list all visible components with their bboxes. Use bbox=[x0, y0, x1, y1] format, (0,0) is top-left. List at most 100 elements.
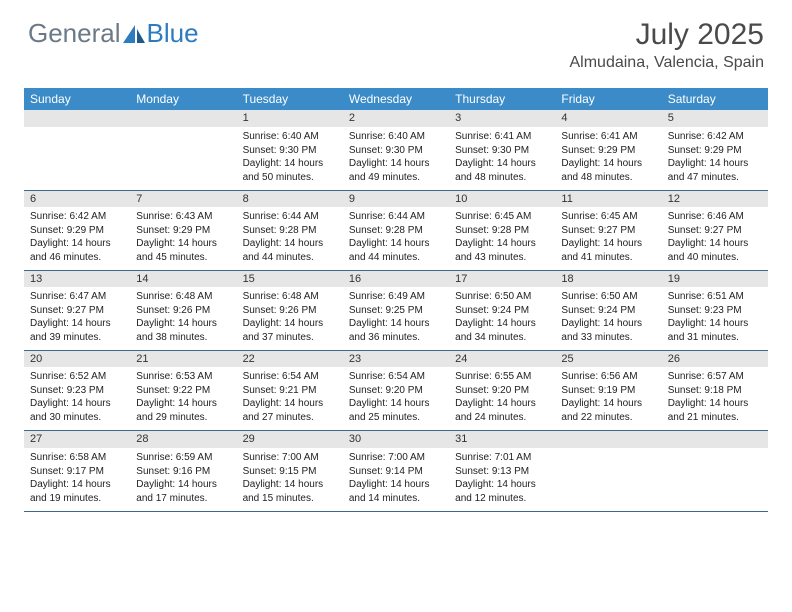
sunrise-line: Sunrise: 6:56 AM bbox=[561, 370, 655, 384]
day-header: Friday bbox=[555, 88, 661, 110]
daylight-line: Daylight: 14 hours and 17 minutes. bbox=[136, 478, 230, 505]
day-number: 29 bbox=[237, 431, 343, 448]
day-details: Sunrise: 6:50 AMSunset: 9:24 PMDaylight:… bbox=[449, 287, 555, 350]
day-number: 16 bbox=[343, 271, 449, 287]
daylight-line: Daylight: 14 hours and 48 minutes. bbox=[561, 157, 655, 184]
day-number: 20 bbox=[24, 351, 130, 367]
location-label: Almudaina, Valencia, Spain bbox=[570, 54, 765, 72]
sunset-line: Sunset: 9:28 PM bbox=[455, 224, 549, 238]
day-details: Sunrise: 6:48 AMSunset: 9:26 PMDaylight:… bbox=[237, 287, 343, 350]
day-number: 24 bbox=[449, 351, 555, 367]
sunrise-line: Sunrise: 6:47 AM bbox=[30, 290, 124, 304]
sunset-line: Sunset: 9:30 PM bbox=[243, 144, 337, 158]
sunset-line: Sunset: 9:26 PM bbox=[243, 304, 337, 318]
sunrise-line: Sunrise: 6:41 AM bbox=[561, 130, 655, 144]
day-header: Wednesday bbox=[343, 88, 449, 110]
day-header: Thursday bbox=[449, 88, 555, 110]
day-number: 11 bbox=[555, 191, 661, 207]
logo-text-2: Blue bbox=[147, 18, 199, 49]
title-block: July 2025 Almudaina, Valencia, Spain bbox=[570, 18, 765, 72]
day-number: 5 bbox=[662, 110, 768, 127]
sunset-line: Sunset: 9:29 PM bbox=[561, 144, 655, 158]
day-number: 28 bbox=[130, 431, 236, 448]
sunrise-line: Sunrise: 6:42 AM bbox=[30, 210, 124, 224]
sunset-line: Sunset: 9:23 PM bbox=[30, 384, 124, 398]
calendar: SundayMondayTuesdayWednesdayThursdayFrid… bbox=[24, 88, 768, 512]
sunrise-line: Sunrise: 6:44 AM bbox=[349, 210, 443, 224]
sunset-line: Sunset: 9:15 PM bbox=[243, 465, 337, 479]
day-number: 26 bbox=[662, 351, 768, 367]
daylight-line: Daylight: 14 hours and 34 minutes. bbox=[455, 317, 549, 344]
sunrise-line: Sunrise: 6:41 AM bbox=[455, 130, 549, 144]
day-number: 10 bbox=[449, 191, 555, 207]
day-details: Sunrise: 6:42 AMSunset: 9:29 PMDaylight:… bbox=[662, 127, 768, 190]
day-number: 13 bbox=[24, 271, 130, 287]
daylight-line: Daylight: 14 hours and 45 minutes. bbox=[136, 237, 230, 264]
daylight-line: Daylight: 14 hours and 37 minutes. bbox=[243, 317, 337, 344]
sunrise-line: Sunrise: 6:42 AM bbox=[668, 130, 762, 144]
daylight-line: Daylight: 14 hours and 40 minutes. bbox=[668, 237, 762, 264]
sunrise-line: Sunrise: 6:46 AM bbox=[668, 210, 762, 224]
sunrise-line: Sunrise: 6:40 AM bbox=[349, 130, 443, 144]
daylight-line: Daylight: 14 hours and 33 minutes. bbox=[561, 317, 655, 344]
day-number: 14 bbox=[130, 271, 236, 287]
sunset-line: Sunset: 9:30 PM bbox=[349, 144, 443, 158]
daylight-line: Daylight: 14 hours and 19 minutes. bbox=[30, 478, 124, 505]
logo-sail-icon bbox=[121, 23, 147, 45]
daylight-line: Daylight: 14 hours and 29 minutes. bbox=[136, 397, 230, 424]
sunset-line: Sunset: 9:27 PM bbox=[668, 224, 762, 238]
daylight-line: Daylight: 14 hours and 49 minutes. bbox=[349, 157, 443, 184]
sunrise-line: Sunrise: 6:53 AM bbox=[136, 370, 230, 384]
day-headers-row: SundayMondayTuesdayWednesdayThursdayFrid… bbox=[24, 88, 768, 110]
empty-day bbox=[555, 448, 661, 511]
sunrise-line: Sunrise: 6:50 AM bbox=[561, 290, 655, 304]
day-details: Sunrise: 7:00 AMSunset: 9:14 PMDaylight:… bbox=[343, 448, 449, 511]
day-number: 23 bbox=[343, 351, 449, 367]
daylight-line: Daylight: 14 hours and 43 minutes. bbox=[455, 237, 549, 264]
day-number: 15 bbox=[237, 271, 343, 287]
sunset-line: Sunset: 9:20 PM bbox=[349, 384, 443, 398]
day-details: Sunrise: 6:45 AMSunset: 9:28 PMDaylight:… bbox=[449, 207, 555, 270]
daylight-line: Daylight: 14 hours and 39 minutes. bbox=[30, 317, 124, 344]
sunset-line: Sunset: 9:14 PM bbox=[349, 465, 443, 479]
day-details: Sunrise: 6:43 AMSunset: 9:29 PMDaylight:… bbox=[130, 207, 236, 270]
day-details: Sunrise: 6:52 AMSunset: 9:23 PMDaylight:… bbox=[24, 367, 130, 430]
page-title: July 2025 bbox=[570, 18, 765, 52]
sunrise-line: Sunrise: 6:48 AM bbox=[136, 290, 230, 304]
day-details: Sunrise: 6:49 AMSunset: 9:25 PMDaylight:… bbox=[343, 287, 449, 350]
day-details: Sunrise: 6:48 AMSunset: 9:26 PMDaylight:… bbox=[130, 287, 236, 350]
sunrise-line: Sunrise: 6:48 AM bbox=[243, 290, 337, 304]
daylight-line: Daylight: 14 hours and 46 minutes. bbox=[30, 237, 124, 264]
day-details: Sunrise: 7:01 AMSunset: 9:13 PMDaylight:… bbox=[449, 448, 555, 511]
sunset-line: Sunset: 9:13 PM bbox=[455, 465, 549, 479]
day-details: Sunrise: 7:00 AMSunset: 9:15 PMDaylight:… bbox=[237, 448, 343, 511]
day-details: Sunrise: 6:46 AMSunset: 9:27 PMDaylight:… bbox=[662, 207, 768, 270]
day-number: 8 bbox=[237, 191, 343, 207]
sunrise-line: Sunrise: 6:40 AM bbox=[243, 130, 337, 144]
day-number: 12 bbox=[662, 191, 768, 207]
sunset-line: Sunset: 9:26 PM bbox=[136, 304, 230, 318]
sunset-line: Sunset: 9:19 PM bbox=[561, 384, 655, 398]
day-details: Sunrise: 6:50 AMSunset: 9:24 PMDaylight:… bbox=[555, 287, 661, 350]
day-number: 9 bbox=[343, 191, 449, 207]
sunset-line: Sunset: 9:29 PM bbox=[668, 144, 762, 158]
sunrise-line: Sunrise: 7:00 AM bbox=[243, 451, 337, 465]
sunset-line: Sunset: 9:24 PM bbox=[455, 304, 549, 318]
day-number: 6 bbox=[24, 191, 130, 207]
day-number: 21 bbox=[130, 351, 236, 367]
empty-day bbox=[24, 127, 130, 190]
day-details: Sunrise: 6:44 AMSunset: 9:28 PMDaylight:… bbox=[237, 207, 343, 270]
daylight-line: Daylight: 14 hours and 15 minutes. bbox=[243, 478, 337, 505]
header: General Blue July 2025 Almudaina, Valenc… bbox=[0, 0, 792, 80]
daylight-line: Daylight: 14 hours and 47 minutes. bbox=[668, 157, 762, 184]
day-details: Sunrise: 6:54 AMSunset: 9:20 PMDaylight:… bbox=[343, 367, 449, 430]
sunrise-line: Sunrise: 6:57 AM bbox=[668, 370, 762, 384]
daylight-line: Daylight: 14 hours and 44 minutes. bbox=[243, 237, 337, 264]
day-header: Saturday bbox=[662, 88, 768, 110]
day-header: Tuesday bbox=[237, 88, 343, 110]
sunrise-line: Sunrise: 7:00 AM bbox=[349, 451, 443, 465]
daylight-line: Daylight: 14 hours and 36 minutes. bbox=[349, 317, 443, 344]
daylight-line: Daylight: 14 hours and 21 minutes. bbox=[668, 397, 762, 424]
day-details: Sunrise: 6:41 AMSunset: 9:29 PMDaylight:… bbox=[555, 127, 661, 190]
sunset-line: Sunset: 9:17 PM bbox=[30, 465, 124, 479]
